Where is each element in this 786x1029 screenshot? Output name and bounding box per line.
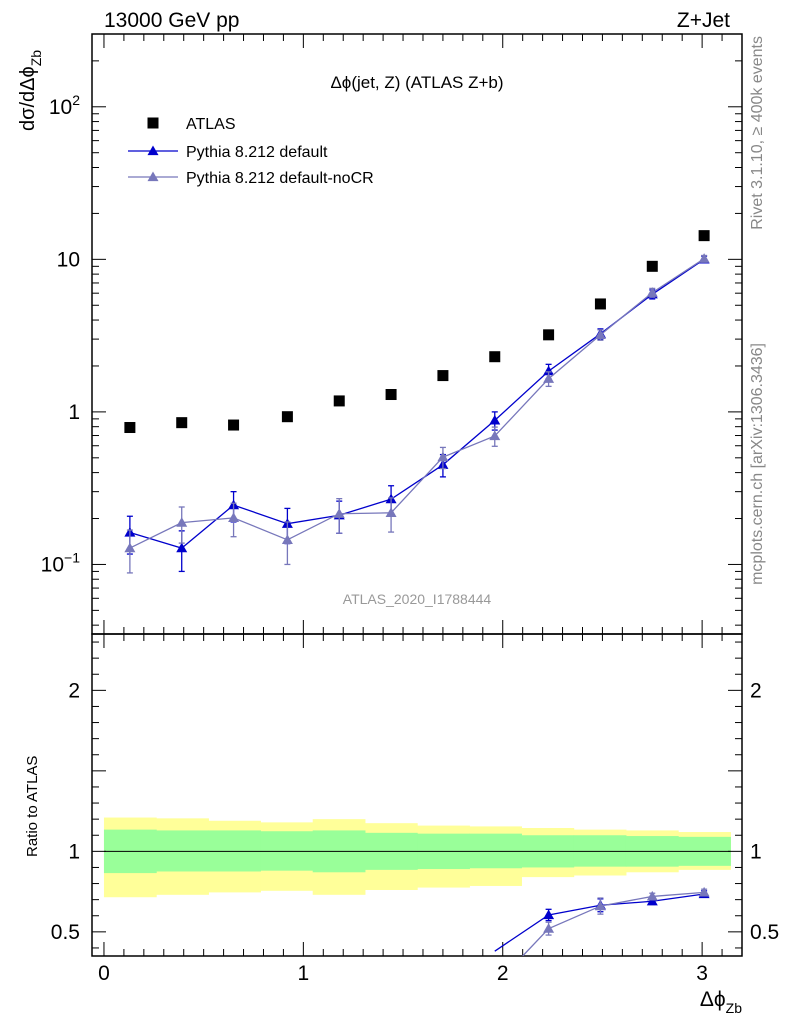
x-axis-label-sub: Zb (726, 1000, 743, 1016)
data-point (594, 329, 606, 339)
x-tick-label: 2 (497, 962, 509, 985)
svg-text:dσ/dΔϕZb: dσ/dΔϕZb (17, 50, 44, 131)
y-tick-label: 10−1 (41, 549, 81, 576)
data-point (646, 287, 658, 297)
data-point (333, 508, 345, 518)
data-point (437, 451, 449, 462)
data-point (543, 365, 555, 376)
y-tick-label-base: 10 (49, 96, 72, 119)
legend-label: ATLAS (186, 116, 236, 133)
header-right: Z+Jet (677, 9, 730, 32)
x-axis-label: ΔϕZb (700, 988, 742, 1016)
legend-item-pythia-default: Pythia 8.212 default (128, 144, 328, 161)
y-tick-label-base: 10 (41, 553, 64, 576)
data-point (281, 534, 293, 544)
ratio-data-point (543, 923, 555, 933)
data-point (594, 298, 606, 310)
ratio-y-tick-label: 2 (68, 679, 80, 702)
data-point (333, 395, 345, 407)
ratio-line (522, 891, 705, 956)
data-point (176, 517, 188, 527)
ratio-y-label-text: Ratio to ATLAS (24, 756, 41, 857)
ratio-data-point (698, 886, 710, 897)
main-y-label-sub: Zb (28, 50, 44, 67)
ratio-y-tick-label: 1 (68, 840, 80, 863)
ratio-y-tick-label-right: 1 (750, 840, 762, 863)
legend-label: Pythia 8.212 default-noCR (186, 170, 374, 187)
main-title: Δϕ(jet, Z) (ATLAS Z+b) (330, 73, 503, 92)
ratio-panel: 0 1 2 3 0.5 0.5 1 1 2 2 (51, 633, 779, 985)
y-tick-label: 102 (49, 92, 80, 119)
x-tick-label: 1 (298, 962, 310, 985)
legend-item-pythia-default-nocr: Pythia 8.212 default-noCR (128, 170, 374, 187)
data-point (489, 414, 501, 425)
data-point (385, 389, 397, 401)
ratio-y-tick-label-right: 2 (750, 679, 762, 702)
ratio-data-point (543, 909, 555, 920)
ratio-data-point (646, 895, 658, 906)
ratio-y-tick-label-right: 0.5 (750, 921, 779, 944)
main-watermark: ATLAS_2020_I1788444 (343, 591, 492, 607)
data-point (124, 542, 136, 553)
legend-marker (147, 171, 159, 182)
ratio-data-point (646, 890, 658, 901)
legend-label: Pythia 8.212 default (186, 144, 328, 161)
x-axis-label-main: Δϕ (700, 988, 726, 1011)
data-point (176, 542, 188, 553)
legend-marker (147, 117, 159, 129)
data-point (543, 329, 555, 341)
legend: ATLAS Pythia 8.212 default Pythia 8.212 de… (128, 116, 374, 187)
main-y-label: dσ/dΔϕZb (17, 50, 44, 131)
data-point (437, 370, 449, 382)
main-y-label-main: dσ/dΔϕ (17, 66, 39, 131)
data-point (385, 507, 397, 517)
x-tick-label: 3 (696, 962, 708, 985)
header-left: 13000 GeV pp (104, 9, 239, 32)
side-label-top: Rivet 3.1.10, ≥ 400k events (749, 36, 766, 230)
data-point (176, 417, 188, 429)
series-line (129, 258, 705, 549)
ratio-y-tick-label: 0.5 (51, 921, 80, 944)
y-tick-label: 1 (68, 401, 80, 424)
y-tick-label-exp: 2 (72, 92, 80, 108)
ratio-y-label: Ratio to ATLAS (24, 756, 41, 857)
data-point (698, 253, 710, 263)
data-point (489, 430, 501, 441)
legend-marker (147, 145, 159, 156)
data-point (281, 411, 293, 423)
y-tick-label: 10 (57, 248, 80, 271)
series-pythia-default (124, 253, 710, 573)
data-point (228, 419, 240, 431)
side-label-bottom: mcplots.cern.ch [arXiv:1306.3436] (749, 343, 766, 585)
data-point (228, 512, 240, 522)
data-point (124, 422, 136, 434)
x-tick-label: 0 (98, 962, 110, 985)
ratio-frame (91, 633, 743, 957)
y-tick-label-exp: −1 (64, 549, 80, 565)
ratio-data-point (594, 900, 606, 911)
series-pythia-default-nocr (124, 253, 710, 574)
data-point (698, 230, 710, 242)
data-point (646, 260, 658, 272)
series-atlas (124, 230, 710, 434)
data-point (489, 351, 501, 363)
ratio-series-pythia-default-nocr (522, 886, 710, 956)
legend-item-atlas: ATLAS (147, 116, 236, 133)
series-line (129, 258, 705, 549)
data-point (543, 373, 555, 383)
